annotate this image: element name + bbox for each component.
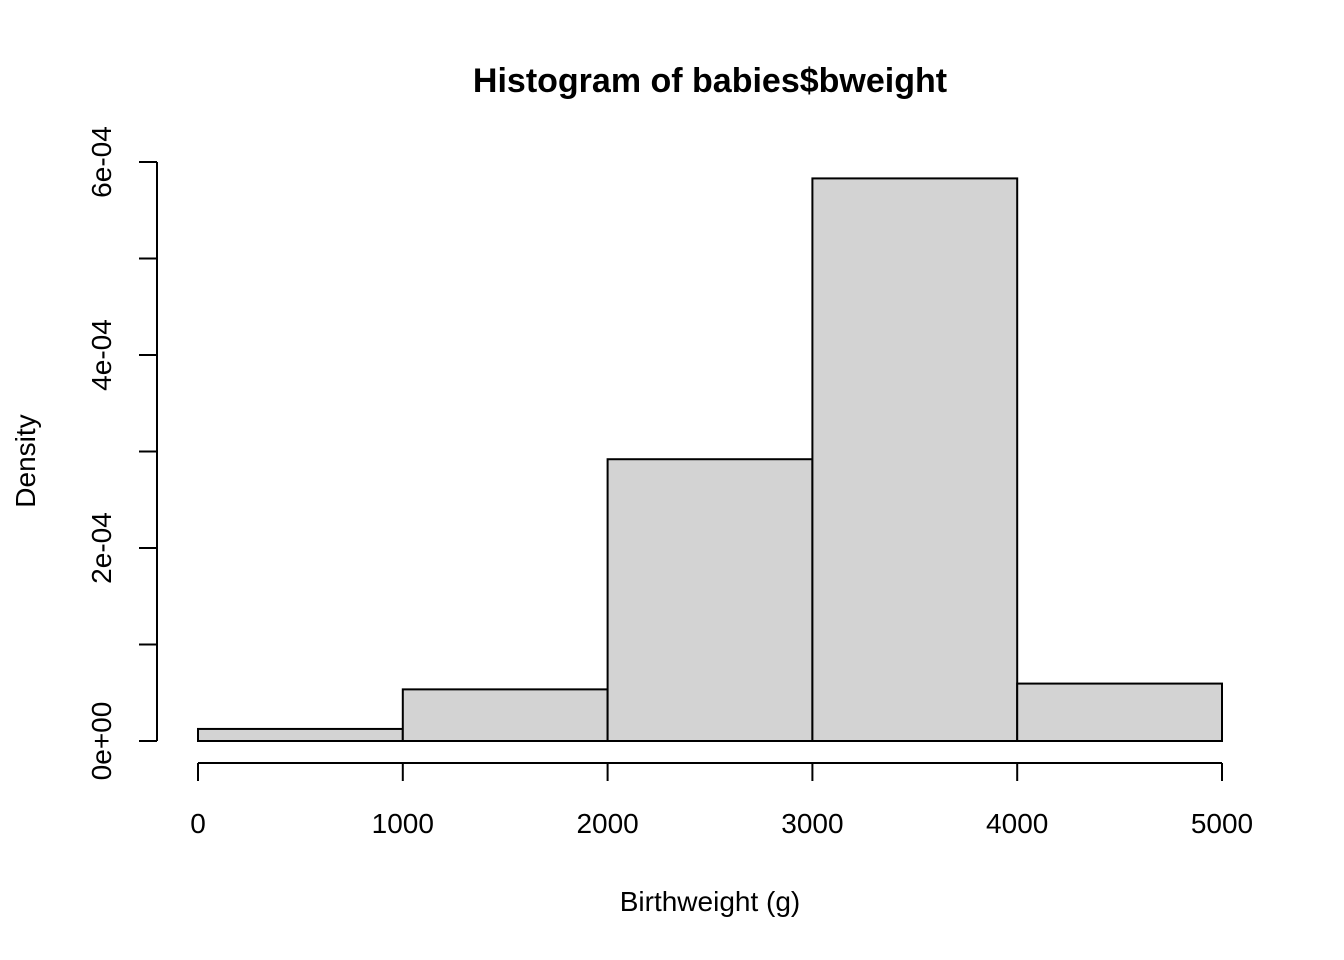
histogram-bar-2: [606, 458, 814, 742]
x-axis-label: Birthweight (g): [620, 886, 801, 917]
histogram-bar-1: [401, 688, 609, 742]
histogram-bar-3: [811, 177, 1019, 742]
x-axis: 0 1000 2000 3000 4000 5000: [190, 762, 1253, 839]
chart-title: Histogram of babies$bweight: [473, 62, 947, 100]
y-tick-label: 0e+00: [86, 702, 117, 781]
y-axis-label: Density: [10, 414, 41, 507]
histogram-bar-4: [1016, 682, 1224, 743]
x-tick-label: 2000: [576, 808, 638, 839]
x-tick-label: 4000: [986, 808, 1048, 839]
x-tick-label: 1000: [372, 808, 434, 839]
x-tick-label: 5000: [1191, 808, 1253, 839]
bars-group: [197, 177, 1224, 743]
y-axis: 0e+00 2e-04 4e-04 6e-04: [86, 126, 158, 781]
y-tick-label: 4e-04: [86, 319, 117, 391]
histogram-bar-0: [197, 727, 404, 742]
x-tick-label: 0: [190, 808, 206, 839]
y-tick-label: 2e-04: [86, 512, 117, 584]
y-tick-label: 6e-04: [86, 126, 117, 198]
x-tick-label: 3000: [781, 808, 843, 839]
